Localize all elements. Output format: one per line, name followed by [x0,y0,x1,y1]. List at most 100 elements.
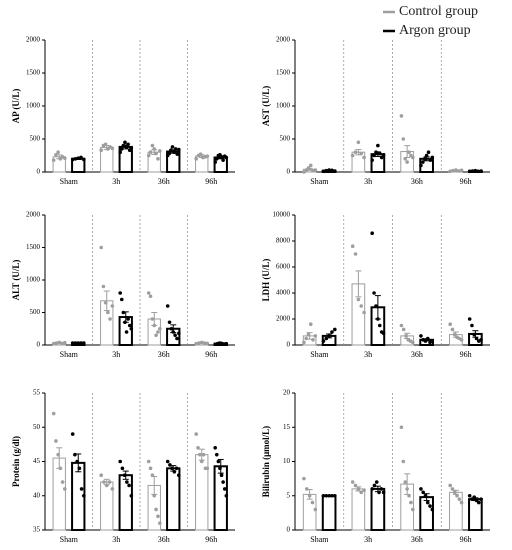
data-point [411,507,415,512]
data-point [194,432,198,436]
data-point [407,493,411,498]
data-point [224,493,229,498]
data-point [129,146,134,151]
data-point [170,145,175,149]
bar [351,488,366,531]
data-point [110,146,115,151]
data-point [202,341,207,345]
bar [166,467,181,532]
data-point [405,160,409,164]
y-tick-label: 500 [30,308,41,316]
data-point [425,500,430,505]
y-tick-label: 45 [33,457,41,465]
x-tick-label: Sham [60,177,79,186]
data-point [473,168,478,173]
data-point [310,500,315,505]
data-point [377,151,382,156]
data-point [119,297,124,302]
y-tick-label: 0 [37,168,41,176]
error-bar [217,458,224,474]
data-point [424,153,429,158]
data-point [156,330,160,334]
data-point [221,480,225,484]
data-point [158,326,162,331]
data-point [120,466,125,471]
data-point [459,338,464,342]
data-point [403,480,408,484]
data-point [51,158,56,162]
data-point [126,317,130,321]
y-tick-label: 5 [287,491,291,499]
data-point [119,147,124,151]
data-point [60,341,64,346]
y-tick-label: 2000 [276,315,291,323]
data-point [75,459,79,464]
y-axis-label: Protein (g/dl) [11,436,21,487]
data-point [479,169,483,173]
data-point [167,320,172,325]
data-point [455,493,459,498]
data-point [54,341,59,345]
data-point [175,152,180,156]
data-point [51,411,56,416]
x-tick-label: Sham [60,535,79,544]
y-tick-label: 55 [33,389,41,397]
data-point [63,487,67,491]
data-point [381,153,386,157]
data-point [146,459,151,464]
y-tick-label: 4000 [276,289,291,297]
data-point [405,487,409,491]
y-tick-label: 1000 [26,102,41,110]
data-point [381,490,386,495]
data-point [448,322,452,327]
data-point [356,140,361,145]
data-point [99,245,103,250]
data-point [172,469,177,474]
data-point [379,155,384,160]
data-point [467,317,472,321]
x-tick-label: 3h [112,535,120,544]
x-tick-label: 36h [158,177,170,186]
panel: 0 5 10 15 20 Bilirubin (μmol/L) Sham 3h 36h 96h [261,389,490,544]
x-tick-label: 96h [460,350,472,359]
data-point [150,143,155,148]
data-point [177,331,181,336]
data-point [173,333,177,338]
data-point [476,500,481,505]
y-tick-label: 35 [33,526,41,534]
data-point [306,332,311,337]
data-point [168,463,172,467]
data-point [118,291,122,295]
data-point [205,466,210,471]
y-axis-label: AP (U/L) [11,89,21,124]
data-point [70,432,75,436]
data-point [125,480,129,484]
data-point [146,153,151,158]
y-tick-label: 0 [287,526,291,534]
y-tick-label: 2000 [26,36,41,44]
data-point [73,341,78,345]
data-point [459,500,464,505]
data-point [198,452,202,457]
data-point [350,244,355,248]
data-point [308,163,313,168]
data-point [121,143,126,148]
data-point [372,483,377,488]
data-point [430,507,435,512]
data-point [165,304,170,308]
data-point [171,330,176,334]
data-point [124,145,129,149]
data-point [70,157,75,162]
y-tick-label: 15 [283,423,291,431]
data-point [452,332,457,337]
data-point [174,466,179,471]
data-point [122,473,127,478]
bar [321,494,337,531]
data-point [156,157,160,161]
data-point [158,149,162,153]
x-tick-label: 96h [205,535,217,544]
x-tick-label: 36h [411,177,423,186]
data-point [379,487,384,491]
x-tick-label: 36h [158,535,170,544]
